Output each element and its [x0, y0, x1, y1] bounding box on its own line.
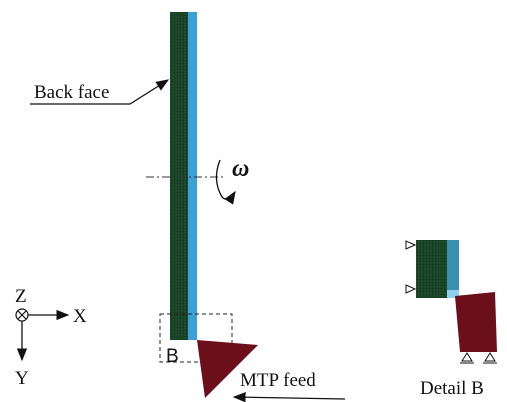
diagram: B Back face ω Z X Y MTP feed Detail B: [0, 0, 507, 402]
detail-workpiece: [416, 240, 447, 298]
z-axis-cross: [18, 311, 26, 319]
back-layer: [188, 12, 197, 340]
detail-back-layer: [447, 240, 459, 292]
feed-label: MTP feed: [240, 370, 316, 391]
axis-z-label: Z: [15, 286, 27, 307]
back-face-label: Back face: [34, 82, 109, 103]
feed-arrow: [234, 397, 345, 399]
workpiece: [170, 12, 188, 340]
axis-y-label: Y: [15, 368, 29, 389]
detail-marker: B: [166, 346, 179, 367]
axis-x-label: X: [73, 306, 87, 327]
detail-tool: [455, 292, 497, 352]
detail-title: Detail B: [420, 378, 484, 399]
omega: ω: [232, 156, 249, 182]
